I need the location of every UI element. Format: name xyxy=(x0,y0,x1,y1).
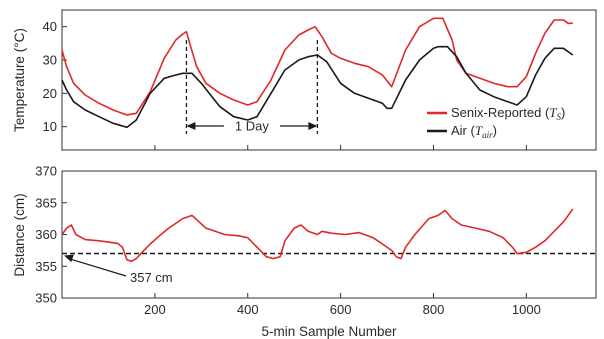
distance-y-tick-label: 360 xyxy=(35,227,57,242)
reference-annotation: 357 cm xyxy=(64,254,173,285)
temperature-y-tick-label: 30 xyxy=(43,53,57,68)
legend-label-senix: Senix-Reported (TS) xyxy=(451,105,565,122)
distance-x-tick-label: 1000 xyxy=(512,302,541,317)
reference-arrowhead xyxy=(64,254,74,263)
legend-label-air: Air (Tair) xyxy=(451,123,497,140)
temperature-y-tick-label: 10 xyxy=(43,119,57,134)
one-day-annotation: 1 Day xyxy=(185,40,319,134)
distance-x-tick-label: 600 xyxy=(330,302,352,317)
distance-y-ticks: 350 355 360 365 370 xyxy=(35,164,67,306)
distance-y-tick-label: 370 xyxy=(35,164,57,179)
distance-y-tick-label: 350 xyxy=(35,291,57,306)
distance-chart: 350 355 360 365 370 200 400 600 800 1000 Distanc… xyxy=(12,164,597,339)
senix-temperature-line xyxy=(61,17,573,116)
temperature-y-tick-label: 40 xyxy=(43,19,57,34)
one-day-label: 1 Day xyxy=(235,119,269,134)
temperature-x-ticks xyxy=(154,145,527,150)
temperature-y-tick-label: 20 xyxy=(43,86,57,101)
temperature-y-axis-label: Temperature (°C) xyxy=(12,28,27,132)
distance-y-tick-label: 365 xyxy=(35,195,57,210)
temperature-lines xyxy=(61,17,574,129)
temperature-y-ticks: 10 20 30 40 xyxy=(43,19,67,134)
reference-arrow xyxy=(71,258,127,277)
distance-x-tick-label: 400 xyxy=(237,302,259,317)
reference-label: 357 cm xyxy=(130,270,173,285)
x-axis-label: 5-min Sample Number xyxy=(261,324,397,339)
distance-line xyxy=(61,208,574,263)
day-arrowhead-left xyxy=(186,122,196,130)
temperature-chart: 10 20 30 40 Temperature (°C) 1 Day Senix-Re… xyxy=(12,9,597,151)
day-arrowhead-right xyxy=(308,122,318,130)
air-temperature-line xyxy=(61,45,574,129)
distance-x-tick-label: 200 xyxy=(144,302,166,317)
distance-x-tick-label: 800 xyxy=(423,302,445,317)
distance-x-ticks: 200 400 600 800 1000 xyxy=(144,293,541,317)
distance-y-axis-label: Distance (cm) xyxy=(12,193,27,276)
distance-lines xyxy=(61,208,574,263)
temperature-plot-frame xyxy=(61,9,597,151)
distance-y-tick-label: 355 xyxy=(35,259,57,274)
temperature-legend: Senix-Reported (TS) Air (Tair) xyxy=(427,105,565,140)
